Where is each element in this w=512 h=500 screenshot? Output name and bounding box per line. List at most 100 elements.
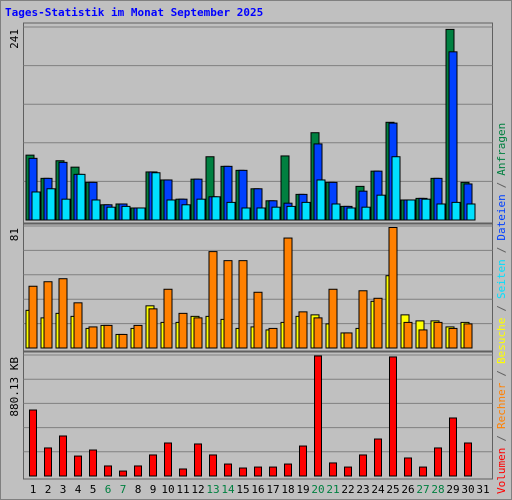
bar	[449, 417, 457, 477]
bar	[316, 179, 326, 221]
x-tick-label: 15	[236, 483, 249, 496]
x-tick-label: 30	[461, 483, 474, 496]
bar	[226, 201, 236, 221]
chart-title: Tages-Statistik im Monat September 2025	[5, 6, 263, 19]
bar	[464, 442, 472, 477]
bar	[268, 327, 278, 349]
bar	[298, 311, 308, 349]
legend: Volumen / Rechner / Besuche / Seiten / Dateien / A…	[495, 123, 508, 494]
bar	[61, 198, 71, 221]
x-tick-label: 16	[251, 483, 264, 496]
x-tick-label: 9	[150, 483, 157, 496]
bar	[404, 457, 412, 477]
bar	[448, 327, 458, 349]
bar	[151, 172, 161, 221]
bar	[149, 454, 157, 477]
legend-separator: /	[495, 370, 508, 377]
bar	[238, 260, 248, 349]
x-tick-label: 27	[416, 483, 429, 496]
bar	[179, 468, 187, 477]
bar	[43, 281, 53, 349]
bar	[59, 435, 67, 477]
bar	[433, 321, 443, 349]
bar	[271, 206, 281, 221]
x-tick-label: 26	[401, 483, 414, 496]
bar	[106, 206, 116, 221]
bar	[74, 455, 82, 477]
bar	[301, 201, 311, 221]
bar	[31, 191, 41, 221]
bar	[463, 323, 473, 349]
bar	[181, 204, 191, 221]
x-tick-label: 1	[30, 483, 37, 496]
bar	[104, 465, 112, 477]
bar	[343, 332, 353, 349]
legend-separator: /	[495, 182, 508, 189]
x-tick-label: 24	[371, 483, 385, 496]
x-tick-label: 28	[431, 483, 444, 496]
bar	[313, 317, 323, 349]
x-tick-label: 2	[45, 483, 52, 496]
bar	[73, 302, 83, 349]
bar	[421, 198, 431, 221]
bar	[163, 288, 173, 349]
legend-entry: Rechner	[495, 382, 508, 429]
bar	[286, 205, 296, 221]
bar	[44, 447, 52, 477]
bar	[329, 462, 337, 477]
bar	[374, 438, 382, 477]
bar	[164, 442, 172, 477]
bar	[193, 317, 203, 349]
x-tick-label: 11	[176, 483, 189, 496]
bar	[46, 188, 56, 221]
bar	[196, 198, 206, 221]
x-tick-label: 10	[161, 483, 174, 496]
x-tick-label: 22	[341, 483, 354, 496]
x-tick-label: 7	[120, 483, 127, 496]
x-tick-label: 19	[296, 483, 309, 496]
bar	[419, 466, 427, 477]
x-tick-label: 17	[266, 483, 279, 496]
bar	[314, 355, 322, 477]
legend-entry: Anfragen	[495, 123, 508, 176]
x-tick-label: 3	[60, 483, 67, 496]
bar	[359, 454, 367, 477]
bar	[76, 173, 86, 221]
bar	[391, 156, 401, 221]
bar	[299, 445, 307, 477]
bar	[344, 466, 352, 477]
bar	[103, 324, 113, 349]
bar	[208, 251, 218, 349]
bar	[346, 207, 356, 221]
bar	[283, 237, 293, 349]
bar	[134, 465, 142, 477]
bar	[466, 203, 476, 221]
bar	[58, 278, 68, 349]
x-tick-label: 18	[281, 483, 294, 496]
x-tick-label: 25	[386, 483, 399, 496]
legend-entry: Volumen	[495, 448, 508, 494]
legend-separator: /	[495, 305, 508, 312]
x-tick-label: 13	[206, 483, 219, 496]
bar	[434, 447, 442, 477]
legend-separator: /	[495, 435, 508, 442]
bar	[269, 466, 277, 477]
bar	[29, 409, 37, 477]
legend-entry: Dateien	[495, 194, 508, 240]
y-tick-label: 880.13 KB	[8, 357, 21, 417]
y-tick-label: 241	[8, 29, 21, 49]
bar	[254, 466, 262, 477]
x-tick-label: 8	[135, 483, 142, 496]
bar	[148, 308, 158, 349]
x-tick-label: 21	[326, 483, 339, 496]
bar	[224, 463, 232, 477]
bar	[239, 467, 247, 477]
bar	[178, 312, 188, 349]
bar	[119, 470, 127, 477]
bar	[136, 207, 146, 221]
legend-entry: Seiten	[495, 259, 508, 299]
bar	[88, 326, 98, 349]
x-tick-label: 14	[221, 483, 235, 496]
bar	[361, 206, 371, 221]
